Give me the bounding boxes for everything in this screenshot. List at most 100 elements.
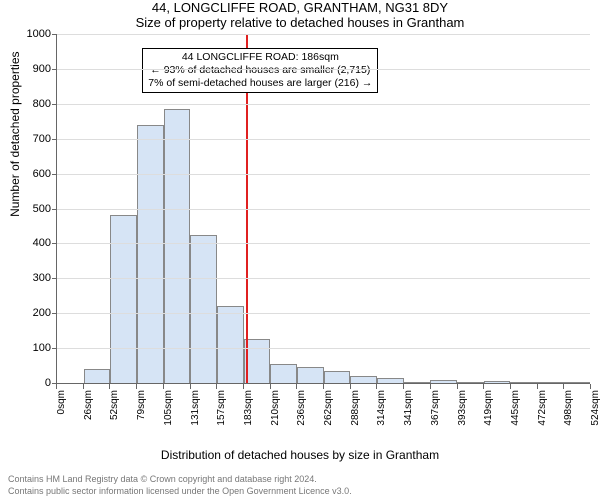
grid-line	[57, 34, 590, 35]
x-tick-mark	[537, 384, 538, 389]
y-tick-label: 200	[33, 307, 51, 319]
y-axis-title: Number of detached properties	[8, 51, 22, 216]
x-tick: 288sqm	[350, 384, 377, 414]
y-tick-mark	[52, 139, 57, 140]
x-tick-mark	[590, 384, 591, 389]
bar	[563, 382, 590, 383]
y-tick-label: 100	[33, 342, 51, 354]
grid-line	[57, 69, 590, 70]
bar	[510, 382, 537, 383]
x-tick-mark	[350, 384, 351, 389]
bar	[217, 306, 244, 383]
bar	[84, 369, 111, 383]
x-tick-label: 183sqm	[243, 390, 254, 426]
x-ticks: 0sqm26sqm52sqm79sqm105sqm131sqm157sqm183…	[56, 384, 590, 414]
y-tick-label: 700	[33, 133, 51, 145]
x-tick: 314sqm	[376, 384, 403, 414]
x-tick: 419sqm	[483, 384, 510, 414]
y-tick-mark	[52, 313, 57, 314]
bar	[164, 109, 191, 383]
bar	[297, 367, 324, 383]
x-tick-mark	[430, 384, 431, 389]
x-tick-mark	[83, 384, 84, 389]
x-tick-mark	[403, 384, 404, 389]
x-tick-label: 314sqm	[376, 390, 387, 426]
bar	[190, 235, 217, 383]
x-tick-mark	[243, 384, 244, 389]
bar	[377, 378, 404, 383]
y-tick-mark	[52, 69, 57, 70]
x-tick-label: 367sqm	[430, 390, 441, 426]
y-tick-mark	[52, 243, 57, 244]
grid-line	[57, 139, 590, 140]
x-tick-mark	[510, 384, 511, 389]
x-tick-mark	[216, 384, 217, 389]
x-tick-mark	[56, 384, 57, 389]
x-tick-mark	[136, 384, 137, 389]
x-tick-label: 131sqm	[190, 390, 201, 426]
y-tick-label: 300	[33, 272, 51, 284]
y-tick-label: 900	[33, 63, 51, 75]
x-tick-label: 52sqm	[109, 390, 120, 420]
grid-line	[57, 243, 590, 244]
x-tick-label: 262sqm	[323, 390, 334, 426]
x-tick-mark	[163, 384, 164, 389]
chart-area: 44 LONGCLIFFE ROAD: 186sqm ← 93% of deta…	[56, 34, 590, 414]
plot-area: 44 LONGCLIFFE ROAD: 186sqm ← 93% of deta…	[56, 34, 590, 384]
footer-line-2: Contains public sector information licen…	[8, 486, 352, 496]
bar	[110, 215, 137, 383]
x-tick-label: 472sqm	[537, 390, 548, 426]
x-tick: 393sqm	[457, 384, 484, 414]
bar	[457, 382, 484, 383]
y-tick-label: 600	[33, 168, 51, 180]
annotation-box: 44 LONGCLIFFE ROAD: 186sqm ← 93% of deta…	[142, 48, 378, 93]
x-tick: 105sqm	[163, 384, 190, 414]
x-tick-label: 445sqm	[510, 390, 521, 426]
x-tick: 262sqm	[323, 384, 350, 414]
bar	[324, 371, 351, 383]
x-tick: 0sqm	[56, 384, 83, 414]
grid-line	[57, 348, 590, 349]
y-tick-label: 400	[33, 237, 51, 249]
x-tick-mark	[457, 384, 458, 389]
grid-line	[57, 104, 590, 105]
grid-line	[57, 313, 590, 314]
x-tick: 210sqm	[270, 384, 297, 414]
y-tick-mark	[52, 348, 57, 349]
x-tick-label: 26sqm	[83, 390, 94, 420]
page-subtitle: Size of property relative to detached ho…	[0, 15, 600, 30]
x-tick-mark	[190, 384, 191, 389]
y-tick-label: 1000	[27, 28, 51, 40]
y-tick-label: 800	[33, 98, 51, 110]
x-tick: 236sqm	[296, 384, 323, 414]
x-tick-label: 524sqm	[590, 390, 600, 426]
annotation-line-2: ← 93% of detached houses are smaller (2,…	[148, 64, 372, 77]
x-tick-mark	[483, 384, 484, 389]
y-tick-mark	[52, 278, 57, 279]
x-tick-label: 288sqm	[350, 390, 361, 426]
x-tick: 472sqm	[537, 384, 564, 414]
bar	[137, 125, 164, 383]
x-tick-label: 105sqm	[163, 390, 174, 426]
x-tick: 131sqm	[190, 384, 217, 414]
x-tick: 341sqm	[403, 384, 430, 414]
x-tick: 445sqm	[510, 384, 537, 414]
annotation-line-1: 44 LONGCLIFFE ROAD: 186sqm	[148, 51, 372, 64]
x-tick-mark	[270, 384, 271, 389]
grid-line	[57, 209, 590, 210]
y-tick-label: 0	[45, 377, 51, 389]
x-tick-label: 210sqm	[270, 390, 281, 426]
x-tick: 183sqm	[243, 384, 270, 414]
x-tick-label: 79sqm	[136, 390, 147, 420]
x-tick-mark	[563, 384, 564, 389]
x-tick-mark	[376, 384, 377, 389]
bar	[404, 382, 431, 383]
x-tick-label: 236sqm	[296, 390, 307, 426]
x-tick-label: 0sqm	[56, 390, 67, 414]
footer-line-1: Contains HM Land Registry data © Crown c…	[8, 474, 317, 484]
bar	[430, 380, 457, 383]
x-tick: 26sqm	[83, 384, 110, 414]
y-tick-mark	[52, 209, 57, 210]
x-tick: 498sqm	[563, 384, 590, 414]
x-tick-label: 419sqm	[483, 390, 494, 426]
